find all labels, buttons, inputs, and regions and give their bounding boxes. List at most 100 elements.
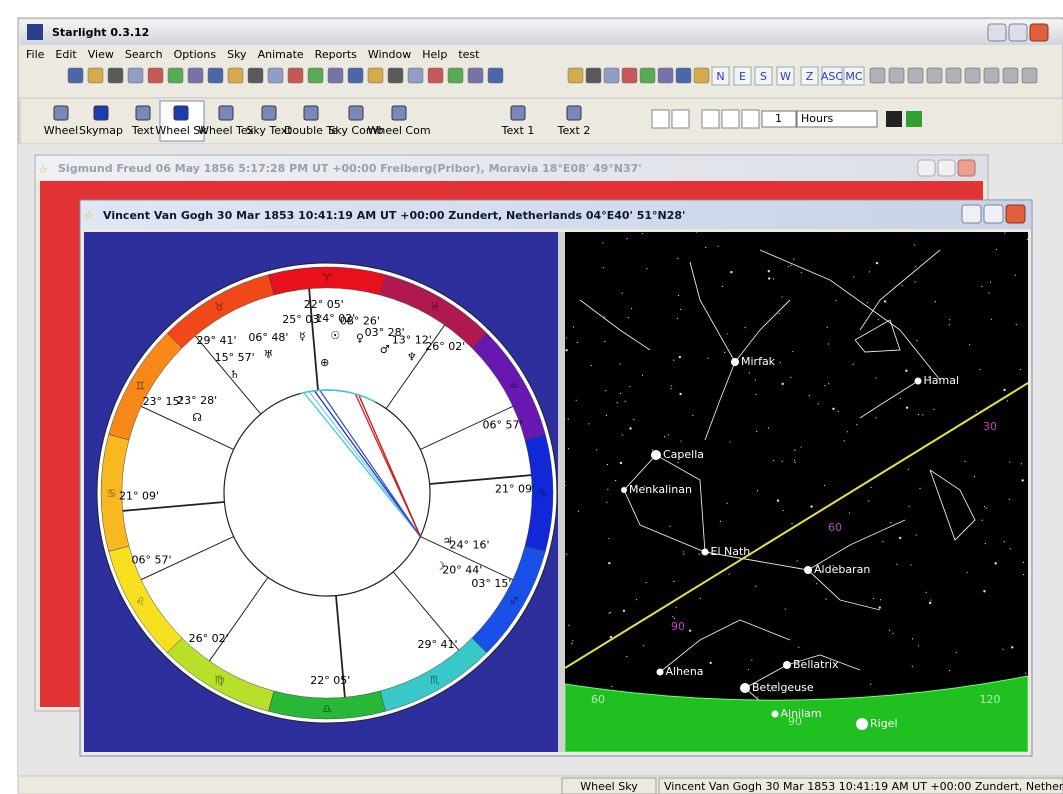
toolbar-icon[interactable] [288,68,303,83]
view-icon[interactable] [174,106,188,120]
toolbar-icon[interactable] [984,68,999,83]
close-button[interactable] [1030,24,1048,41]
animate-button[interactable] [742,110,759,128]
toolbar-icon[interactable] [640,68,655,83]
menu-item[interactable]: Window [368,48,411,61]
view-icon[interactable] [567,106,581,120]
view-icon[interactable] [136,106,150,120]
animate-button[interactable] [672,110,689,128]
maximize-button[interactable] [984,205,1003,223]
view-label[interactable]: Skymap [79,124,123,137]
animate-button[interactable] [722,110,739,128]
toolbar-icon[interactable] [658,68,673,83]
toolbar-icon[interactable] [468,68,483,83]
menu-item[interactable]: test [458,48,480,61]
view-icon[interactable] [349,106,363,120]
sign-glyph: ♊ [135,379,145,392]
maximize-button[interactable] [938,160,955,176]
view-icon[interactable] [262,106,276,120]
tool-icon[interactable] [906,111,922,127]
view-icon[interactable] [94,106,108,120]
view-icon[interactable] [511,106,525,120]
sign-glyph: ♉ [214,300,224,313]
toolbar-icon[interactable] [348,68,363,83]
toolbar-icon[interactable] [568,68,583,83]
sign-glyph: ♑ [538,487,548,500]
close-button[interactable] [958,160,975,176]
toolbar-icon[interactable] [927,68,942,83]
view-icon[interactable] [54,106,68,120]
view-label[interactable]: Text 1 [501,124,535,137]
view-label[interactable]: Text 2 [557,124,591,137]
menu-item[interactable]: Animate [258,48,304,61]
toolbar-icon[interactable] [694,68,709,83]
toolbar-icon[interactable] [908,68,923,83]
toolbar-icon[interactable] [870,68,885,83]
toolbar-icon[interactable] [946,68,961,83]
toolbar-icon[interactable] [268,68,283,83]
splitter[interactable] [558,232,565,752]
menu-item[interactable]: View [88,48,114,61]
toolbar-icon[interactable] [965,68,980,83]
background-star [967,572,968,573]
background-star [768,277,770,279]
background-star [755,394,756,395]
close-button[interactable] [1006,205,1025,223]
menu-item[interactable]: File [26,48,45,61]
view-icon[interactable] [219,106,233,120]
minimize-button[interactable] [962,205,981,223]
toolbar-icon[interactable] [128,68,143,83]
toolbar-icon[interactable] [308,68,323,83]
view-label[interactable]: Text [131,124,155,137]
view-label[interactable]: Wheel [44,124,78,137]
toolbar-icon[interactable] [428,68,443,83]
animate-button[interactable] [652,110,669,128]
cusp-label: 29° 41' [417,638,457,651]
restore-button[interactable] [1009,24,1027,41]
horizon-label: 60 [591,693,605,706]
toolbar-icon[interactable] [1022,68,1037,83]
toolbar-icon[interactable] [604,68,619,83]
toolbar-icon[interactable] [368,68,383,83]
background-star [568,418,569,419]
toolbar-icon[interactable] [68,68,83,83]
minimize-button[interactable] [918,160,935,176]
toolbar-icon[interactable] [168,68,183,83]
minimize-button[interactable] [988,24,1006,41]
planet-glyph: ☊ [192,411,202,424]
animate-button[interactable] [702,110,719,128]
menu-item[interactable]: Search [125,48,163,61]
menu-item[interactable]: Reports [315,48,357,61]
view-icon[interactable] [304,106,318,120]
toolbar-icon[interactable] [88,68,103,83]
background-star [882,541,883,542]
toolbar-icon[interactable] [188,68,203,83]
toolbar-icon[interactable] [228,68,243,83]
toolbar-icon[interactable] [248,68,263,83]
background-star [623,610,625,612]
view-icon[interactable] [392,106,406,120]
toolbar-icon[interactable] [108,68,123,83]
background-star [1016,324,1017,325]
menu-item[interactable]: Edit [55,48,77,61]
toolbar-icon[interactable] [622,68,637,83]
tool-icon[interactable] [886,111,902,127]
view-label[interactable]: Wheel Com [367,124,430,137]
menu-item[interactable]: Sky [227,48,247,61]
background-star [608,562,610,564]
menu-item[interactable]: Help [422,48,447,61]
toolbar-icon[interactable] [586,68,601,83]
toolbar-icon[interactable] [889,68,904,83]
toolbar-icon[interactable] [408,68,423,83]
toolbar-icon[interactable] [448,68,463,83]
toolbar-icon[interactable] [148,68,163,83]
toolbar-icon[interactable] [208,68,223,83]
background-star [781,383,783,385]
toolbar-icon[interactable] [328,68,343,83]
step-value: 1 [775,112,782,125]
menu-item[interactable]: Options [174,48,217,61]
toolbar-icon[interactable] [488,68,503,83]
toolbar-icon[interactable] [388,68,403,83]
toolbar-icon[interactable] [1003,68,1018,83]
toolbar-icon[interactable] [676,68,691,83]
